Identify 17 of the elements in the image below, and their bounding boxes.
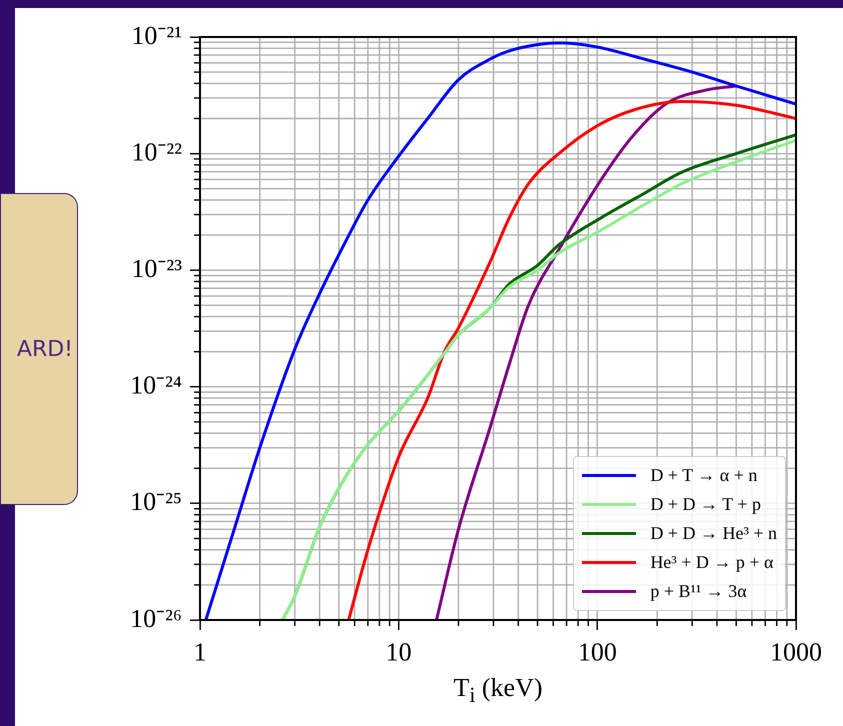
legend-label: p + B¹¹ → 3α xyxy=(650,581,747,602)
y-tick-label: 10⁻²⁶ xyxy=(130,604,182,633)
x-tick-label: 100 xyxy=(578,637,617,666)
y-tick-label: 10⁻²⁴ xyxy=(130,370,182,400)
legend-label: D + D → He³ + n xyxy=(650,523,777,544)
x-tick-label: 1 xyxy=(194,637,206,666)
y-tick-label: 10⁻²² xyxy=(131,137,182,166)
x-tick-label: 1000 xyxy=(770,637,822,666)
legend-label: D + D → T + p xyxy=(650,494,761,515)
y-tick-label: 10⁻²¹ xyxy=(131,20,182,50)
legend-label: D + T → α + n xyxy=(650,465,758,486)
y-tick-label: 10⁻²⁵ xyxy=(130,487,182,516)
y-tick-label: 10⁻²³ xyxy=(131,254,182,284)
x-axis-title: T$_{i}$ (keV) xyxy=(452,673,544,708)
x-tick-label: 10 xyxy=(386,637,412,666)
legend-label: He³ + D → p + α xyxy=(650,552,774,573)
note-card: ARD! xyxy=(0,193,78,505)
